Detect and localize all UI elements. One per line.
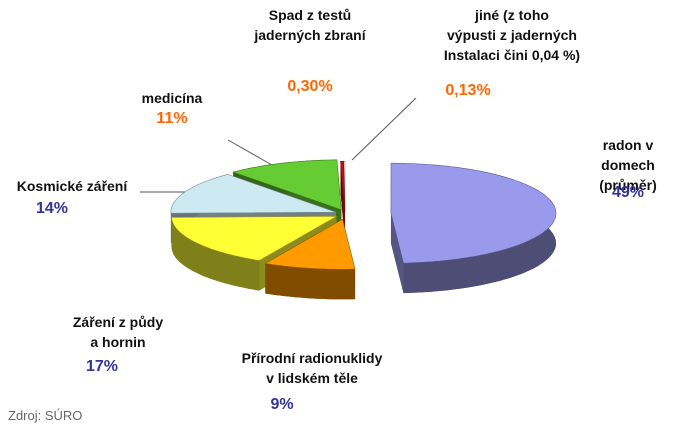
slice-side (390, 213, 404, 294)
value-label: 0,13% (445, 82, 491, 99)
slice (264, 218, 356, 270)
slice-side (265, 263, 356, 300)
slice-side (171, 217, 260, 291)
slice-label: Záření z půdy a hornin (72, 314, 164, 350)
slice (340, 161, 346, 212)
value-label: 17% (85, 358, 119, 375)
slice-label: radon v domech (průměr) (599, 137, 657, 193)
slice-label: Přírodní radionuklidy v lidském těle (241, 350, 383, 386)
slice (232, 159, 342, 211)
slice (170, 174, 336, 214)
leader-line (227, 139, 273, 166)
value-label: 9% (270, 396, 294, 413)
source: Zdroj: SÚRO (8, 408, 83, 423)
slice (171, 216, 338, 261)
value-label: 0,30% (287, 78, 333, 95)
slice-label: medicína (141, 90, 203, 106)
slice (390, 162, 557, 264)
value-label: 14% (35, 200, 69, 217)
slice-label: jiné (z toho výpusti z jaderných Instala… (443, 7, 581, 63)
slice-label: Spad z testů jaderných zbraní (254, 7, 366, 43)
value-label: 49% (611, 184, 645, 201)
leader-line (351, 97, 417, 161)
slice-label: Kosmické záření (16, 178, 128, 194)
value-label: 11% (156, 110, 188, 127)
